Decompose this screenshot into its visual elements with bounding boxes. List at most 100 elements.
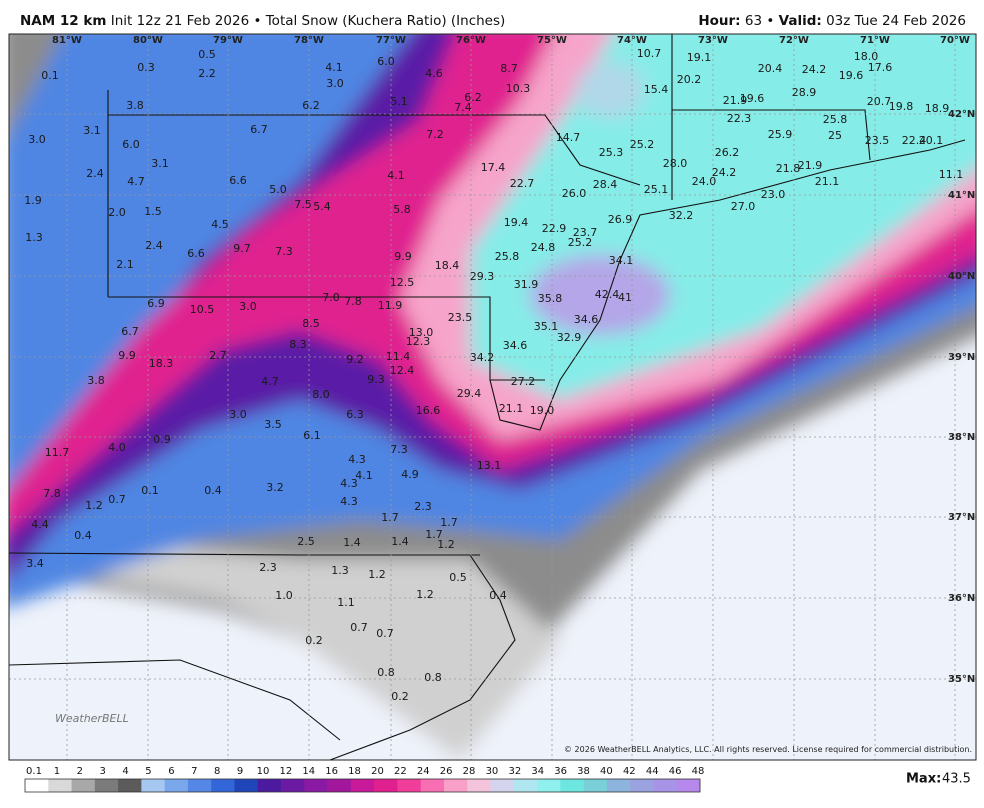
run: Init 12z 21 Feb 2026 <box>110 13 250 29</box>
lat-label: 39°N <box>948 352 975 363</box>
field-lightgray <box>9 530 560 760</box>
lat-label: 42°N <box>948 109 975 120</box>
snow-label: 35.1 <box>534 320 559 333</box>
colorbar-swatch <box>374 779 398 792</box>
snow-label: 7.4 <box>454 101 472 114</box>
colorbar-swatch <box>420 779 445 792</box>
snow-label: 24.8 <box>531 241 556 254</box>
snow-label: 21.9 <box>723 94 748 107</box>
snow-label: 0.3 <box>137 61 155 74</box>
colorbar-label: 36 <box>554 766 567 777</box>
snow-label: 5.4 <box>313 200 331 213</box>
colorbar-swatch <box>350 779 375 792</box>
lon-label: 78°W <box>294 35 324 46</box>
colorbar-swatch <box>583 779 608 792</box>
snow-label: 7.2 <box>426 128 444 141</box>
hour-value: 63 <box>744 13 763 29</box>
snow-label: 25.2 <box>630 138 655 151</box>
colorbar-label: 4 <box>122 766 128 777</box>
colorbar-swatch <box>257 779 282 792</box>
copyright: © 2026 WeatherBELL Analytics, LLC. All r… <box>564 745 972 754</box>
snow-label: 3.0 <box>28 133 46 146</box>
colorbar-swatch <box>187 779 212 792</box>
snow-label: 4.9 <box>401 468 419 481</box>
border-line <box>672 109 871 161</box>
snow-label: 4.0 <box>108 441 126 454</box>
colorbar-swatch <box>490 779 515 792</box>
snow-label: 0.7 <box>350 621 368 634</box>
lon-label: 77°W <box>376 35 406 46</box>
snow-label: 3.1 <box>151 157 169 170</box>
snow-label: 5.1 <box>390 95 408 108</box>
borders <box>9 34 966 760</box>
snow-label: 1.2 <box>437 538 455 551</box>
model: NAM 12 km <box>20 13 107 29</box>
snow-label: 2.3 <box>259 561 277 574</box>
snow-label: 22.3 <box>727 112 752 125</box>
snow-label: 13.1 <box>477 459 502 472</box>
colorbar-label: 24 <box>417 766 430 777</box>
snow-label: 8.5 <box>302 317 320 330</box>
field-hole <box>575 62 645 118</box>
snow-label: 1.5 <box>144 205 162 218</box>
snow-label: 1.2 <box>85 499 103 512</box>
separator: • <box>253 13 262 29</box>
snow-label: 6.7 <box>250 123 268 136</box>
graticule <box>9 34 976 760</box>
colorbar-swatch <box>211 779 235 792</box>
snow-label: 21.1 <box>499 402 524 415</box>
snow-label: 21.9 <box>798 159 823 172</box>
colorbar-swatch <box>25 779 49 792</box>
snow-label: 0.8 <box>424 671 442 684</box>
snow-label: 4.1 <box>355 469 373 482</box>
snow-label: 3.0 <box>239 300 257 313</box>
snow-label: 4.7 <box>127 175 145 188</box>
header-right: Hour: 63 • Valid: 03z Tue 24 Feb 2026 <box>698 13 966 29</box>
snow-label: 20.2 <box>677 73 702 86</box>
snow-label: 28.4 <box>593 178 618 191</box>
snow-label: 25.2 <box>568 236 593 249</box>
snow-label: 6.3 <box>346 408 364 421</box>
snow-label: 4.1 <box>387 169 405 182</box>
snow-label: 7.3 <box>275 245 293 258</box>
lon-label: 74°W <box>617 35 647 46</box>
colorbar-label: 30 <box>486 766 499 777</box>
snow-label: 17.6 <box>868 61 893 74</box>
colorbar-label: 16 <box>325 766 338 777</box>
colorbar-label: 44 <box>646 766 659 777</box>
snow-label: 13.0 <box>409 326 434 339</box>
snow-label: 0.1 <box>141 484 159 497</box>
max-value: 43.5 <box>942 772 971 787</box>
snow-label: 26.9 <box>608 213 633 226</box>
snow-label: 34.6 <box>574 313 599 326</box>
colorbar-swatch <box>676 779 701 792</box>
snow-label: 0.8 <box>377 666 395 679</box>
snow-label: 16.6 <box>416 404 441 417</box>
snow-label: 11.1 <box>939 168 964 181</box>
colorbar-swatch <box>467 779 491 792</box>
product: Total Snow (Kuchera Ratio) (Inches) <box>265 13 506 29</box>
snow-label: 3.2 <box>266 481 284 494</box>
snow-label: 26.2 <box>715 146 740 159</box>
snow-label: 22.4 <box>902 134 927 147</box>
snow-label: 12.4 <box>390 364 415 377</box>
snow-label: 1.7 <box>440 516 458 529</box>
snow-label: 27.0 <box>731 200 756 213</box>
snow-label: 9.7 <box>233 242 251 255</box>
border-line <box>108 296 545 381</box>
colorbar-label: 12 <box>279 766 292 777</box>
snow-label: 1.2 <box>368 568 386 581</box>
snow-label: 34.1 <box>609 254 634 267</box>
colorbar-swatch <box>118 779 142 792</box>
lat-label: 41°N <box>948 190 975 201</box>
snow-label: 1.2 <box>416 588 434 601</box>
snow-label: 1.7 <box>381 511 399 524</box>
snow-label: 0.7 <box>376 627 394 640</box>
snow-label: 22.7 <box>510 177 535 190</box>
snow-label: 6.2 <box>464 91 482 104</box>
snow-label: 19.6 <box>839 69 864 82</box>
lon-label: 73°W <box>698 35 728 46</box>
snow-label: 5.0 <box>269 183 287 196</box>
snow-label: 1.3 <box>25 231 43 244</box>
